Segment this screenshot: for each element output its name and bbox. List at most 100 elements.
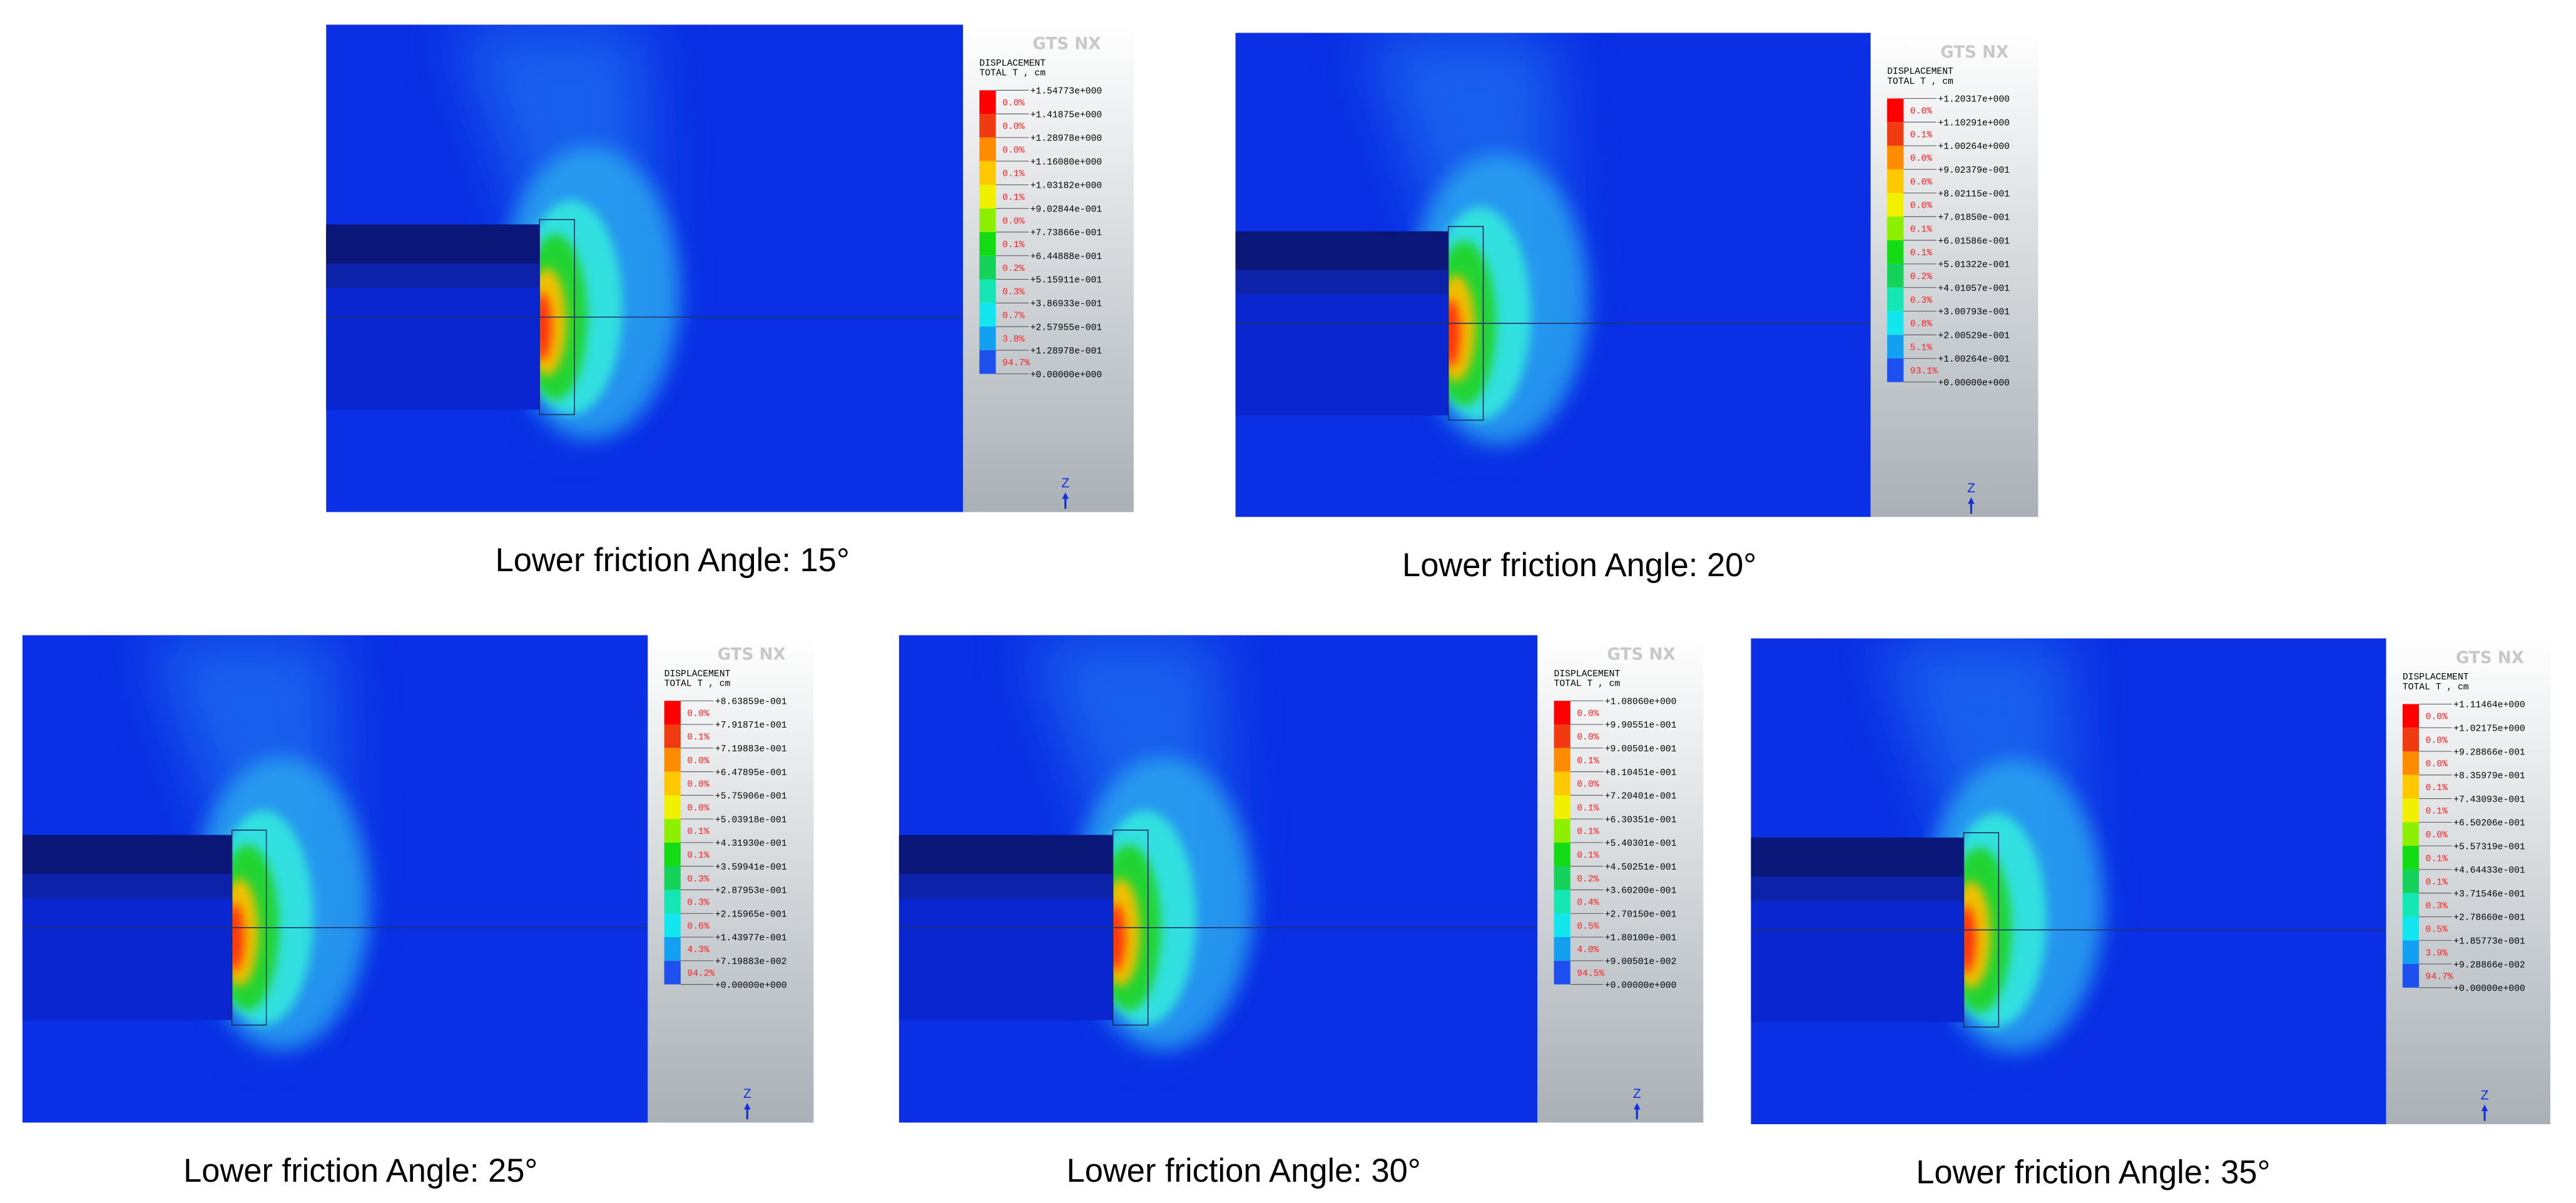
legend-percent: 0.6%	[687, 921, 709, 931]
legend-percent: 0.1%	[1577, 756, 1599, 766]
legend-value: +7.20401e-001	[1605, 792, 1677, 802]
legend-percent: 0.0%	[687, 756, 709, 766]
legend-swatch	[1887, 287, 1904, 312]
legend-value: +9.28866e-001	[2453, 748, 2525, 758]
legend-swatch	[1887, 169, 1904, 193]
legend-value: +1.03182e+000	[1031, 181, 1102, 191]
legend-percent: 0.0%	[2426, 713, 2448, 723]
legend-percent: 0.0%	[1002, 216, 1024, 226]
legend-percent: 0.1%	[2426, 807, 2448, 817]
legend-value: +3.71546e-001	[2453, 890, 2525, 900]
contour-plot	[22, 635, 648, 1123]
legend-swatch	[664, 771, 681, 796]
legend-percent: 94.5%	[1577, 969, 1604, 979]
legend-swatch	[664, 937, 681, 961]
axis-label: Z	[1633, 1087, 1641, 1101]
legend-swatch	[1554, 937, 1571, 961]
wall-top	[1751, 837, 1964, 877]
wall-band	[1751, 876, 1964, 901]
legend-percent: 0.3%	[687, 898, 709, 908]
legend-percent: 94.7%	[1002, 358, 1030, 368]
legend-value: +2.70150e-001	[1605, 910, 1677, 920]
legend-percent: 0.0%	[1910, 201, 1932, 211]
legend-value: +1.54773e+000	[1031, 87, 1102, 97]
legend-percent: 3.8%	[1002, 335, 1024, 345]
legend-percent: 0.1%	[1577, 827, 1599, 837]
legend-swatch	[664, 724, 681, 748]
contour-plot	[1751, 638, 2386, 1125]
legend-swatch	[979, 114, 996, 138]
legend-value: +4.01057e-001	[1938, 284, 2010, 294]
legend-value: +1.28978e+000	[1031, 134, 1102, 144]
legend-percent: 0.0%	[687, 780, 709, 790]
legend-value: +7.73866e-001	[1031, 228, 1102, 238]
legend-swatch	[2402, 822, 2420, 846]
legend-swatch	[1554, 701, 1571, 724]
legend-title: DISPLACEMENT	[979, 59, 1046, 69]
legend-swatch	[1554, 842, 1571, 866]
legend-value: +5.01322e-001	[1938, 260, 2010, 270]
legend-swatch	[1887, 335, 1904, 358]
legend-value: +7.19883e-001	[715, 744, 787, 754]
legend-swatch	[1887, 311, 1904, 335]
legend-title: TOTAL T , cm	[2403, 683, 2469, 693]
legend-swatch	[1554, 819, 1571, 843]
axis-label: Z	[1061, 476, 1069, 490]
contour-plot	[899, 635, 1538, 1123]
legend-swatch	[979, 327, 996, 350]
legend-percent: 0.0%	[2426, 759, 2448, 769]
legend-title: TOTAL T , cm	[979, 69, 1046, 79]
legend-swatch	[1554, 748, 1571, 772]
legend-swatch	[1554, 724, 1571, 748]
legend-percent: 0.3%	[2426, 901, 2448, 911]
legend-percent: 0.3%	[1910, 296, 1932, 306]
legend-swatch	[2402, 774, 2420, 799]
legend-value: +1.10291e+000	[1938, 118, 2010, 128]
legend-swatch	[664, 913, 681, 937]
legend-value: +8.02115e-001	[1938, 190, 2010, 200]
legend-value: +9.28866e-002	[2453, 960, 2525, 970]
legend-percent: 0.1%	[1002, 240, 1024, 250]
legend-percent: 0.1%	[687, 851, 709, 861]
legend-percent: 0.4%	[1577, 898, 1599, 908]
wall-band	[899, 874, 1113, 899]
legend-percent: 0.1%	[687, 827, 709, 837]
legend-value: +1.85773e-001	[2453, 937, 2525, 947]
legend-percent: 0.0%	[1002, 98, 1024, 108]
legend-value: +0.00000e+000	[1031, 370, 1102, 380]
legend-percent: 0.1%	[2426, 783, 2448, 793]
legend-value: +2.57955e-001	[1031, 323, 1102, 333]
legend-title: DISPLACEMENT	[1554, 669, 1621, 679]
legend-swatch	[979, 350, 996, 374]
legend-value: +5.57319e-001	[2453, 842, 2525, 852]
legend-value: +5.03918e-001	[715, 815, 787, 825]
legend-percent: 94.7%	[2426, 972, 2453, 982]
axis-label: Z	[1967, 481, 1975, 495]
legend-swatch	[1887, 145, 1904, 170]
legend-value: +7.91871e-001	[715, 721, 787, 731]
legend-value: +5.75906e-001	[715, 792, 787, 802]
caption: Lower friction Angle: 35°	[1916, 1155, 2270, 1191]
legend-percent: 0.8%	[1910, 320, 1932, 330]
legend-percent: 0.5%	[2426, 925, 2448, 935]
legend-value: +1.28978e-001	[1031, 347, 1102, 357]
legend-swatch	[979, 161, 996, 185]
legend-percent: 0.2%	[1002, 264, 1024, 274]
legend-swatch	[2402, 728, 2420, 752]
legend-percent: 0.0%	[1910, 107, 1932, 117]
legend-swatch	[1554, 771, 1571, 796]
axis-arrowhead	[2481, 1104, 2488, 1112]
caption: Lower friction Angle: 25°	[183, 1153, 537, 1189]
legend-swatch	[1887, 216, 1904, 241]
wall-band	[326, 263, 540, 288]
legend-swatch	[2402, 869, 2420, 893]
legend-value: +9.00501e-002	[1605, 957, 1677, 967]
legend-percent: 0.1%	[1577, 851, 1599, 861]
legend-title: TOTAL T , cm	[1554, 679, 1621, 689]
legend-value: +8.35979e-001	[2453, 771, 2525, 781]
legend-value: +7.01850e-001	[1938, 213, 2010, 223]
legend-percent: 0.0%	[1577, 733, 1599, 743]
